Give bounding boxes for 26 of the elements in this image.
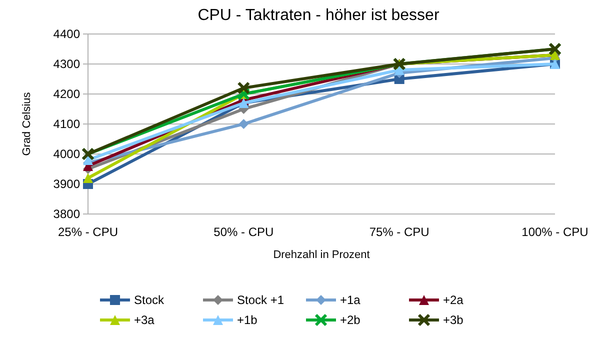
y-tick-label: 3800 [53, 207, 80, 221]
x-tick-label: 50% - CPU [214, 225, 274, 239]
y-tick-label: 4200 [53, 87, 80, 101]
point [237, 82, 250, 94]
legend-label: +2a [443, 293, 464, 307]
chart-title: CPU - Taktraten - höher ist besser [198, 7, 440, 24]
y-tick-label: 4400 [53, 27, 80, 41]
legend-label: +3a [134, 313, 155, 327]
legend-label: +1a [340, 293, 361, 307]
legend-label: Stock +1 [237, 293, 284, 307]
point [394, 65, 404, 75]
y-tick-label: 4100 [53, 117, 80, 131]
legend-label: +1b [237, 313, 258, 327]
x-tick-label: 25% - CPU [58, 225, 118, 239]
point [238, 119, 249, 129]
y-axis-title: Grad Celsius [21, 92, 33, 156]
y-tick-label: 3900 [53, 177, 80, 191]
legend-label: Stock [134, 293, 166, 307]
y-tick-label: 4000 [53, 147, 80, 161]
legend-label: +3b [443, 313, 464, 327]
y-tick-label: 4300 [53, 57, 80, 71]
x-axis-title: Drehzahl in Prozent [273, 249, 370, 261]
legend-label: +2b [340, 313, 361, 327]
x-tick-label: 75% - CPU [369, 225, 430, 239]
point [83, 173, 93, 183]
x-tick-label: 100% - CPU [522, 225, 588, 239]
